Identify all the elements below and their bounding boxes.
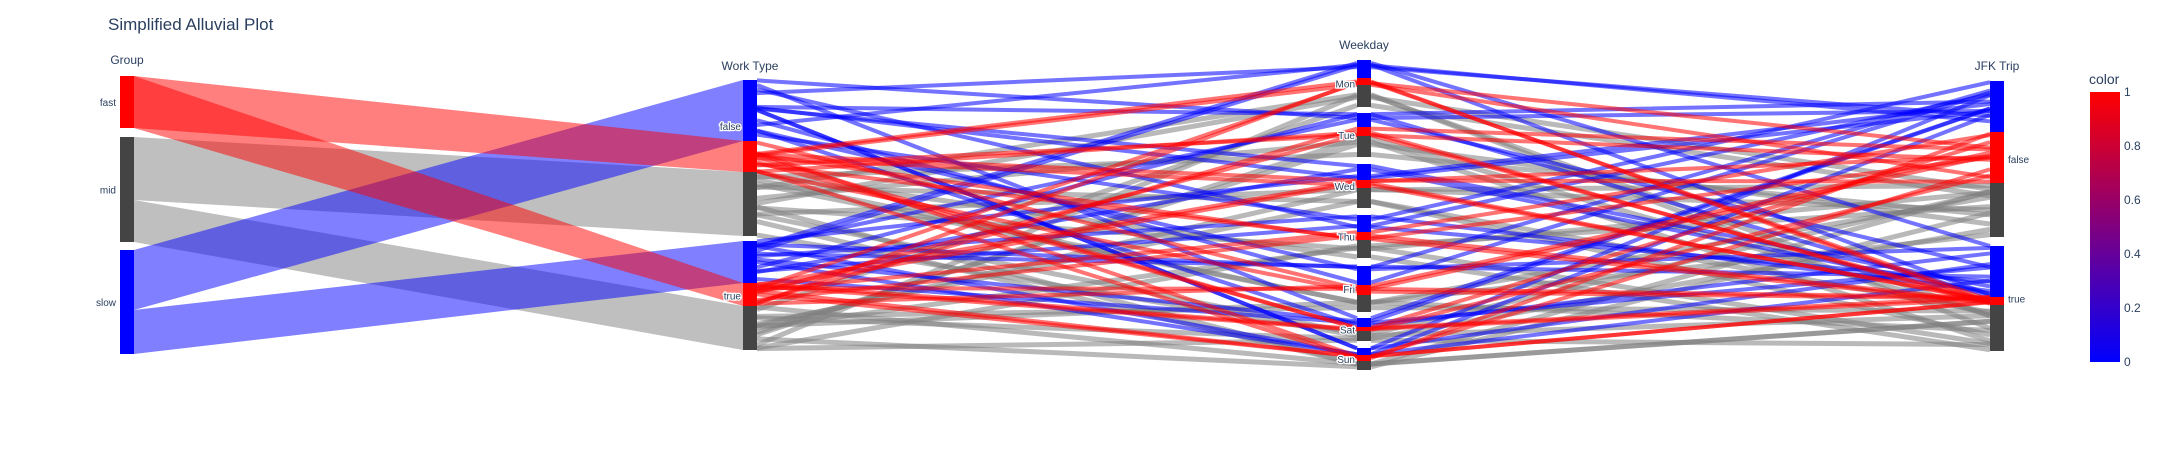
ribbon-fast-group-to-worktype	[134, 76, 743, 306]
bar-group-fast	[120, 76, 134, 128]
ribbon-fast-strand	[756, 181, 1991, 304]
bar-weekday-sun	[1357, 348, 1371, 370]
bar-segment-fast	[1357, 327, 1371, 331]
category-label: Sat	[1340, 326, 1355, 337]
colorbar: color 1 0.8 0.6 0.4 0.2 0	[2089, 71, 2141, 369]
bar-weekday-sat	[1357, 318, 1371, 341]
ribbon-fast-strand	[756, 286, 1991, 300]
category-label: Thu	[1338, 233, 1355, 244]
category-label: Mon	[1336, 80, 1355, 91]
ribbon-fast-strand	[756, 133, 1991, 293]
bar-segment-slow	[743, 80, 757, 141]
ribbon-fast-strand	[756, 152, 1991, 184]
bar-group-mid	[120, 137, 134, 242]
bar-segment-mid	[1357, 361, 1371, 370]
bar-segment-slow	[1357, 113, 1371, 127]
bar-segment-slow	[743, 241, 757, 283]
colorbar-tick-label: 0.8	[2124, 139, 2141, 153]
category-label: false	[720, 122, 742, 133]
dimension-label: JFK Trip	[1975, 59, 2020, 73]
bar-weekday-tue	[1357, 113, 1371, 157]
colorbar-tick-label: 0.2	[2124, 301, 2141, 315]
bar-weekday-fri	[1357, 266, 1371, 312]
bar-group-slow	[120, 250, 134, 354]
ribbon-fast-strand	[756, 131, 1991, 360]
bar-segment-mid	[120, 137, 134, 242]
bar-segment-mid	[743, 172, 757, 236]
ribbon-fast-strand	[756, 154, 1991, 287]
bar-segment-fast	[1357, 232, 1371, 240]
colorbar-tick-label: 0	[2124, 355, 2131, 369]
colorbar-title: color	[2089, 71, 2120, 87]
bar-segment-mid	[1357, 136, 1371, 157]
bar-segment-mid	[743, 306, 757, 350]
bar-segment-slow	[1357, 215, 1371, 232]
bar-segment-slow	[1357, 348, 1371, 355]
ribbon-mid-strand	[756, 304, 1991, 367]
bar-segment-mid	[1357, 85, 1371, 107]
colorbar-gradient	[2090, 92, 2120, 362]
bar-work-type-false	[743, 80, 757, 236]
bar-segment-fast	[1357, 180, 1371, 188]
bar-segment-fast	[743, 141, 757, 172]
category-label: Sun	[1337, 355, 1355, 366]
ribbon-slow-group-to-worktype	[134, 241, 743, 354]
bar-segment-mid	[1357, 188, 1371, 208]
category-label: Wed	[1335, 182, 1355, 193]
category-label: Tue	[1338, 131, 1355, 142]
dimension-label: Weekday	[1339, 38, 1389, 52]
bar-segment-slow	[1990, 246, 2004, 297]
bar-segment-fast	[1357, 127, 1371, 136]
bar-segment-slow	[1357, 266, 1371, 285]
labels-layer: Group fast mid slow Work Type false true Weekda…	[96, 38, 2030, 367]
bar-segment-fast	[1990, 132, 2004, 183]
bar-segment-slow	[1357, 60, 1371, 78]
dimension-label: Work Type	[722, 59, 779, 73]
category-label: true	[724, 292, 742, 303]
category-label: true	[2008, 295, 2026, 306]
bar-segment-mid	[1357, 240, 1371, 258]
category-label: Fri	[1343, 285, 1355, 296]
bar-segment-fast	[1990, 297, 2004, 305]
bar-weekday-mon	[1357, 60, 1371, 107]
bar-segment-fast	[743, 283, 757, 306]
chart-title: Simplified Alluvial Plot	[108, 15, 274, 34]
bar-weekday-wed	[1357, 164, 1371, 208]
category-bars-layer	[120, 60, 2004, 370]
bar-segment-mid	[1990, 305, 2004, 351]
bar-segment-fast	[120, 76, 134, 128]
category-label: fast	[100, 98, 116, 109]
bar-jfk-trip-false	[1990, 81, 2004, 237]
category-label: mid	[100, 186, 116, 197]
bar-segment-fast	[1357, 355, 1371, 361]
category-label: false	[2008, 155, 2030, 166]
colorbar-tick-label: 0.6	[2124, 193, 2141, 207]
bar-segment-mid	[1990, 183, 2004, 237]
dimension-label: Group	[110, 53, 144, 67]
bar-segment-slow	[1990, 81, 2004, 132]
bar-segment-slow	[120, 250, 134, 354]
bar-jfk-trip-true	[1990, 246, 2004, 351]
bar-segment-fast	[1357, 78, 1371, 85]
bar-work-type-true	[743, 241, 757, 350]
bar-weekday-thu	[1357, 215, 1371, 258]
bar-segment-mid	[1357, 295, 1371, 312]
bar-segment-fast	[1357, 285, 1371, 295]
ribbon-fast-group-to-worktype	[134, 76, 743, 172]
colorbar-tick-label: 1	[2124, 85, 2131, 99]
category-label: slow	[96, 298, 117, 309]
bar-segment-slow	[1357, 164, 1371, 180]
ribbons-layer	[134, 61, 1991, 370]
bar-segment-slow	[1357, 318, 1371, 327]
ribbon-fast-strand	[756, 292, 1991, 359]
bar-segment-mid	[1357, 331, 1371, 341]
colorbar-tick-label: 0.4	[2124, 247, 2141, 261]
